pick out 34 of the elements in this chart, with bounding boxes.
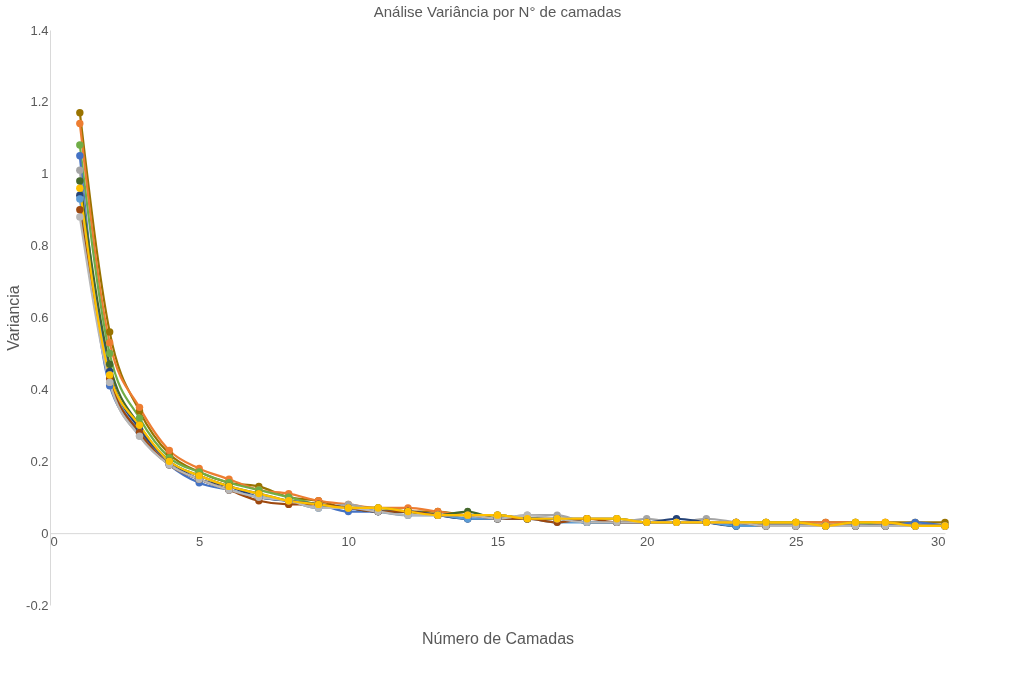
y-tick-label: 1.2 [30,94,49,110]
point [76,141,84,149]
point [105,328,114,336]
y-tick-label: 1 [41,166,49,182]
y-tick-label: 0.6 [30,310,49,325]
x-tick-label: 15 [490,533,506,549]
point [76,184,84,192]
point [76,205,84,214]
x-tick-label: 30 [931,533,946,549]
point [76,152,84,160]
point [165,446,174,455]
x-tick-label: 25 [789,533,804,549]
point [76,213,84,221]
y-tick-label: 0.4 [30,381,49,397]
point [76,119,84,128]
point [105,349,114,358]
x-tick-label: 10 [341,533,357,549]
x-tick-label: 20 [639,533,655,549]
point [76,177,84,185]
point [105,360,114,368]
x-axis-title: Número de Camadas [421,629,575,647]
y-tick-label: 1.4 [30,22,49,38]
chart-title: Análise Variância por N° de camadas [373,3,622,20]
y-tick-label: 0.2 [30,453,49,469]
x-tick-label: 5 [196,533,204,549]
y-axis-title: Variancia [5,285,23,351]
point [76,195,84,203]
point [76,108,84,117]
point [105,338,114,347]
point [135,403,144,412]
point [135,414,144,422]
y-tick-label: -0.2 [26,597,49,613]
y-tick-label: 0.8 [30,238,49,254]
point [76,166,84,174]
